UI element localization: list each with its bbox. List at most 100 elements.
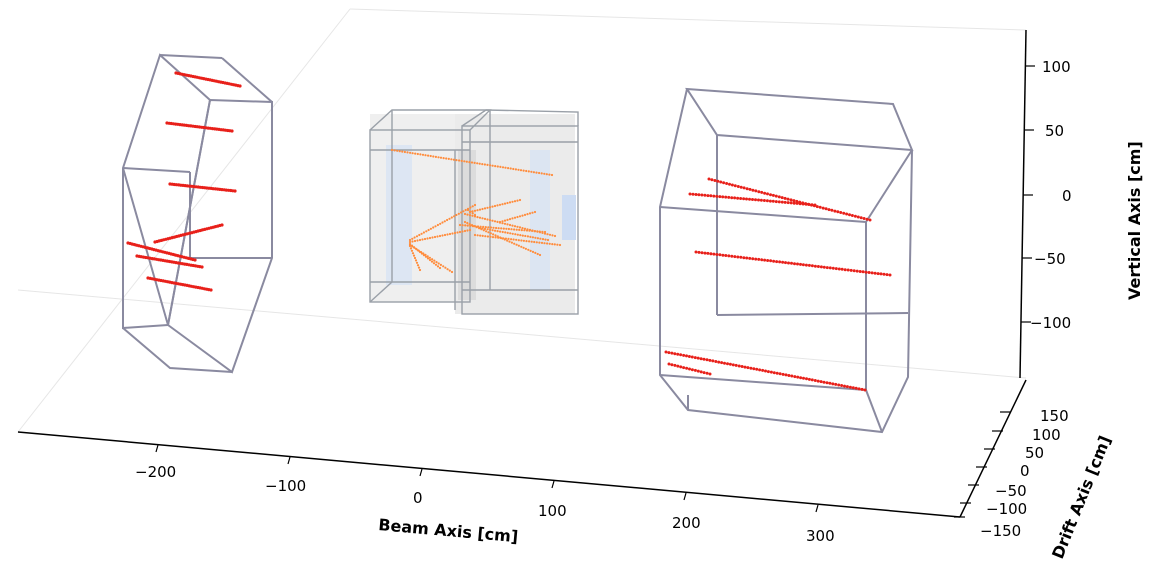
hit-point xyxy=(518,228,521,231)
hit-point xyxy=(200,265,204,269)
hit-point xyxy=(476,234,479,237)
hit-point xyxy=(550,173,554,177)
hit-point xyxy=(466,213,469,216)
hit-point xyxy=(538,253,542,257)
beam-tick-label: −200 xyxy=(135,463,176,481)
hit-point xyxy=(460,159,463,162)
hit-point xyxy=(694,250,698,254)
hit-point xyxy=(553,234,557,238)
hit-point xyxy=(673,363,677,367)
hit-point xyxy=(708,358,712,362)
beam-axis: −200 −100 0 100 200 300 Beam Axis [cm] xyxy=(17,431,961,546)
hit-point xyxy=(810,264,814,268)
hit-point xyxy=(455,159,458,162)
hit-point xyxy=(752,367,756,371)
hit-point xyxy=(483,163,486,166)
hit-point xyxy=(519,169,523,172)
hit-point xyxy=(535,241,538,244)
hit-point xyxy=(471,212,474,215)
hit-point xyxy=(528,228,532,231)
hit-point xyxy=(697,250,701,254)
hit-point xyxy=(507,227,510,231)
hit-point xyxy=(494,165,497,168)
hit-point xyxy=(485,230,488,233)
hit-point xyxy=(509,232,512,235)
hit-point xyxy=(700,193,704,197)
hit-point xyxy=(468,228,472,232)
hit-point xyxy=(414,152,417,155)
hit-point xyxy=(697,193,701,197)
hit-point xyxy=(471,210,474,213)
hit-point xyxy=(758,368,762,372)
hit-point xyxy=(504,237,507,240)
hit-point xyxy=(437,262,440,265)
hit-point xyxy=(515,228,518,231)
hit-point xyxy=(722,181,726,185)
hit-point xyxy=(416,239,419,242)
hit-point xyxy=(396,149,399,152)
hit-point xyxy=(775,371,779,375)
hit-point xyxy=(507,237,510,240)
hit-point xyxy=(512,167,515,171)
hit-point xyxy=(724,254,728,257)
hit-point xyxy=(708,372,712,376)
hit-point xyxy=(513,225,517,228)
hit-point xyxy=(416,152,419,156)
hit-point xyxy=(424,154,427,157)
hit-point xyxy=(498,220,502,224)
hit-point xyxy=(807,377,811,381)
hit-point xyxy=(667,362,671,366)
hit-point xyxy=(885,273,889,277)
hit-point xyxy=(513,216,517,219)
hit-point xyxy=(859,216,863,220)
hit-point xyxy=(685,366,689,370)
hit-point xyxy=(851,386,855,390)
hit-point xyxy=(506,223,509,226)
hit-point xyxy=(805,377,808,381)
drift-tick-label: 50 xyxy=(1025,444,1044,462)
hit-point xyxy=(484,235,487,238)
hit-point xyxy=(521,227,524,230)
hit-point xyxy=(435,261,438,264)
hit-point xyxy=(416,264,420,267)
hit-point xyxy=(465,160,468,163)
hit-point xyxy=(415,235,419,238)
hit-point xyxy=(193,258,197,262)
hit-point xyxy=(760,190,764,194)
hit-point xyxy=(516,233,519,236)
hit-point xyxy=(730,183,734,187)
hit-point xyxy=(453,231,457,235)
hit-point xyxy=(721,195,725,199)
hit-point xyxy=(491,205,494,208)
hit-point xyxy=(504,166,507,169)
hit-point xyxy=(709,252,713,256)
hit-point xyxy=(736,196,740,200)
hit-point xyxy=(516,199,519,202)
hit-point xyxy=(772,371,776,375)
hit-point xyxy=(230,129,234,133)
hit-point xyxy=(857,387,861,391)
hit-point xyxy=(430,260,434,263)
hit-point xyxy=(546,238,550,242)
hit-point xyxy=(789,201,793,205)
hit-point xyxy=(763,191,767,195)
hit-point xyxy=(517,244,521,247)
hit-point xyxy=(408,240,412,244)
hit-point xyxy=(412,254,416,257)
hit-point xyxy=(432,262,436,265)
hit-point xyxy=(502,227,505,230)
hit-point xyxy=(693,356,697,360)
hit-point xyxy=(503,219,507,222)
hit-point xyxy=(421,153,425,156)
hit-point xyxy=(481,207,484,211)
hit-point xyxy=(411,237,414,240)
hit-point xyxy=(858,270,862,273)
hit-point xyxy=(856,215,860,219)
hit-point xyxy=(685,354,688,358)
hit-point xyxy=(760,258,764,262)
hit-point xyxy=(745,256,749,260)
hit-point xyxy=(854,386,858,390)
hit-point xyxy=(843,268,847,272)
hit-point xyxy=(748,197,751,201)
hit-point xyxy=(843,384,846,388)
